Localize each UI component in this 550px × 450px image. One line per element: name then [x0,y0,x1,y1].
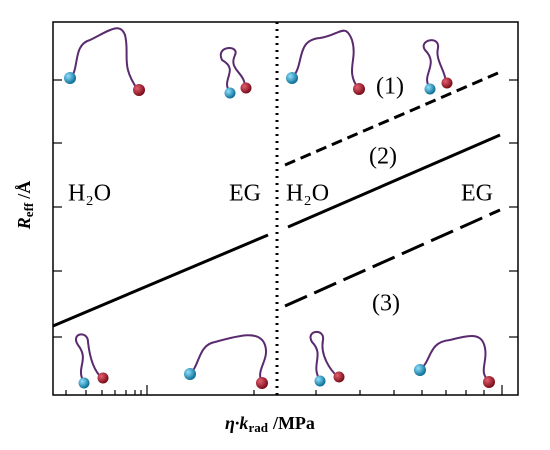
x-subscript: rad [248,420,268,435]
region-label: EG [461,181,493,207]
y-subscript: eff [21,202,36,217]
y-symbol: R [14,217,34,230]
region-label: H₂O [286,181,329,207]
curve-label: (3) [372,291,400,317]
curve-label: (2) [369,144,397,170]
region-label: EG [229,181,261,207]
trend-lines [52,71,501,328]
polymers [64,27,495,389]
y-axis-label: Reff/Å [14,181,36,230]
x-axis-label: η·krad/MPa [225,413,315,435]
y-unit: /Å [14,181,34,200]
curve-label: (1) [376,74,404,100]
frame [52,21,519,396]
x-unit: /MPa [272,413,315,433]
x-symbol: η·k [225,413,248,433]
region-label: H₂O [68,181,111,207]
ticks [53,79,518,395]
